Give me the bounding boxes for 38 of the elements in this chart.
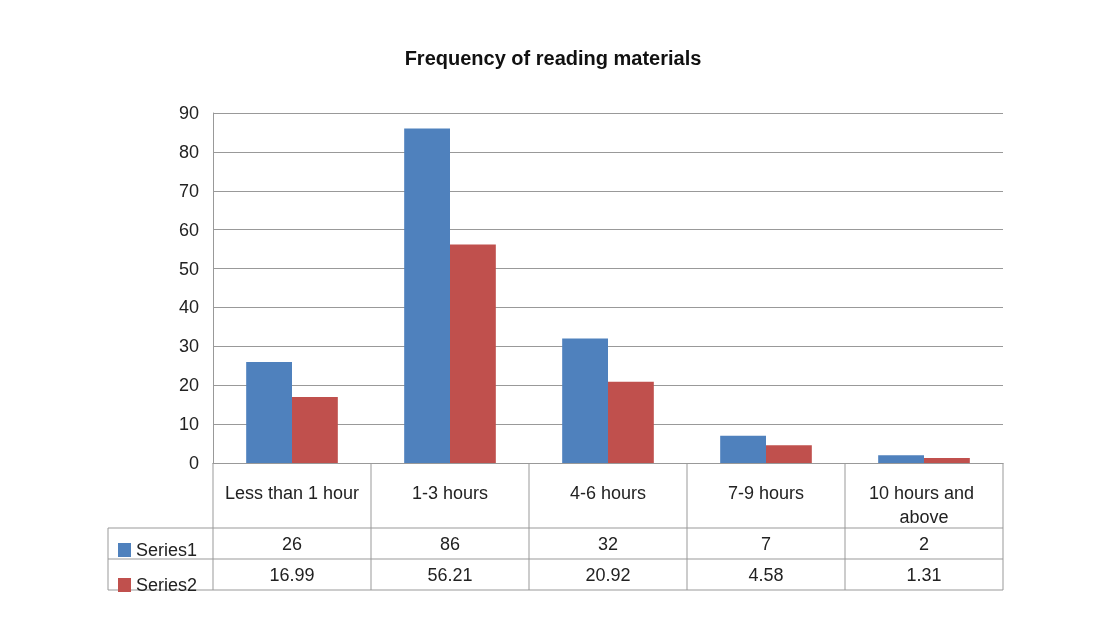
y-tick-label: 90 xyxy=(178,103,199,123)
bar xyxy=(246,361,292,463)
bar xyxy=(562,338,608,463)
y-tick-label: 20 xyxy=(178,375,199,396)
y-tick-label: 0 xyxy=(188,453,199,473)
x-tick-label: Less than 1 hour xyxy=(224,483,360,503)
data-label: 16.99 xyxy=(269,564,315,585)
chart-title: Frequency of reading materials xyxy=(404,47,702,69)
data-label: 86 xyxy=(439,533,461,554)
data-label: 7 xyxy=(760,533,772,554)
y-tick-label: 70 xyxy=(178,180,199,201)
bar xyxy=(608,381,654,463)
x-tick-label: 7-9 hours xyxy=(727,483,805,503)
data-label: 20.92 xyxy=(585,564,631,585)
legend-label: Series1 xyxy=(136,540,198,560)
data-label: 1.31 xyxy=(906,564,942,585)
data-label: 2 xyxy=(918,533,930,554)
data-label: 26 xyxy=(281,533,303,554)
data-label: 32 xyxy=(597,533,619,554)
legend-label: Series2 xyxy=(136,575,198,595)
bar xyxy=(924,457,970,463)
bar xyxy=(404,128,450,463)
x-tick-label: 1-3 hours xyxy=(411,483,489,503)
x-tick-label: 4-6 hours xyxy=(569,483,647,503)
y-tick-label: 40 xyxy=(178,297,199,318)
data-label: 4.58 xyxy=(748,564,784,585)
bar xyxy=(766,445,812,463)
bar xyxy=(450,244,496,463)
y-tick-label: 50 xyxy=(178,258,199,279)
y-tick-label: 10 xyxy=(178,414,199,435)
y-tick-label: 60 xyxy=(178,219,199,240)
bar xyxy=(878,455,924,463)
bar xyxy=(292,396,338,463)
data-label: 56.21 xyxy=(427,564,473,585)
y-tick-label: 80 xyxy=(178,141,199,162)
bar xyxy=(720,435,766,463)
x-tick-label: 10 hours and above xyxy=(868,483,980,527)
y-tick-label: 30 xyxy=(178,336,199,357)
